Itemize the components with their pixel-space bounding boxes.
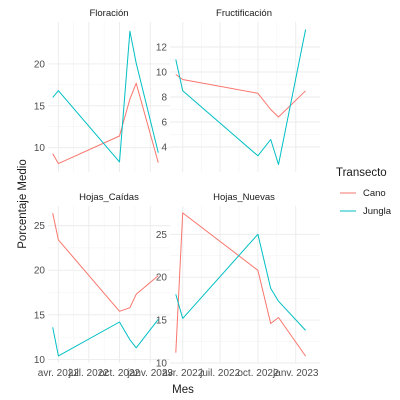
y-tick-label: 10 xyxy=(156,359,168,370)
y-axis-title: Porcentaje Medio xyxy=(17,159,29,249)
y-tick-label: 25 xyxy=(156,230,168,241)
x-tick-label: juil. 2022 xyxy=(199,368,240,379)
x-tick-label: juil. 2022 xyxy=(68,368,109,379)
y-tick-label: 20 xyxy=(34,266,46,277)
panel-title: Floración xyxy=(89,8,128,19)
panel-fructificaci-n: Fructificación 4 6 8 10 12 xyxy=(156,8,320,172)
y-tick-label: 6 xyxy=(161,118,167,129)
y-tick-label: 10 xyxy=(34,143,46,154)
series-line-cano xyxy=(52,212,159,312)
y-tick-label: 12 xyxy=(156,43,168,54)
series-line-cano xyxy=(175,74,306,118)
x-tick-label: oct. 2022 xyxy=(99,368,141,379)
panel-title: Hojas_Nuevas xyxy=(213,192,275,203)
series-line-jungla xyxy=(52,30,159,163)
x-tick-label: avr. 2022 xyxy=(38,368,80,379)
panel-title: Fructificación xyxy=(216,8,272,19)
y-tick-label: 15 xyxy=(156,316,168,327)
y-tick-label: 15 xyxy=(34,310,46,321)
legend-label-jungla: Jungla xyxy=(363,206,392,217)
series-line-cano xyxy=(175,212,307,357)
series-line-cano xyxy=(52,82,159,165)
x-tick-label: janv. 2023 xyxy=(272,368,319,379)
y-tick-label: 4 xyxy=(161,143,167,154)
series-line-jungla xyxy=(175,29,307,165)
x-axis-title: Mes xyxy=(172,384,194,396)
y-tick-label: 10 xyxy=(34,355,46,366)
y-tick-label: 10 xyxy=(156,68,168,79)
panel-title: Hojas_Caídas xyxy=(79,192,139,203)
panels-layer: Floración 10 15 20 Fructificación 4 6 8 10 12 Hoja… xyxy=(34,8,320,379)
panel-floraci-n: Floración 10 15 20 xyxy=(34,8,170,172)
y-tick-label: 20 xyxy=(156,273,168,284)
x-tick-label: avr. 2022 xyxy=(162,368,204,379)
x-tick-label: oct. 2022 xyxy=(237,368,279,379)
legend: Transecto Cano Jungla xyxy=(336,167,392,217)
legend-label-cano: Cano xyxy=(363,188,386,199)
y-tick-label: 8 xyxy=(161,93,167,104)
legend-title: Transecto xyxy=(336,167,387,179)
y-tick-label: 20 xyxy=(34,59,46,70)
y-tick-label: 15 xyxy=(34,101,46,112)
y-tick-label: 25 xyxy=(34,221,46,232)
series-line-jungla xyxy=(52,318,159,357)
x-tick-label: janv. 2023 xyxy=(127,368,174,379)
series-line-jungla xyxy=(175,233,306,331)
